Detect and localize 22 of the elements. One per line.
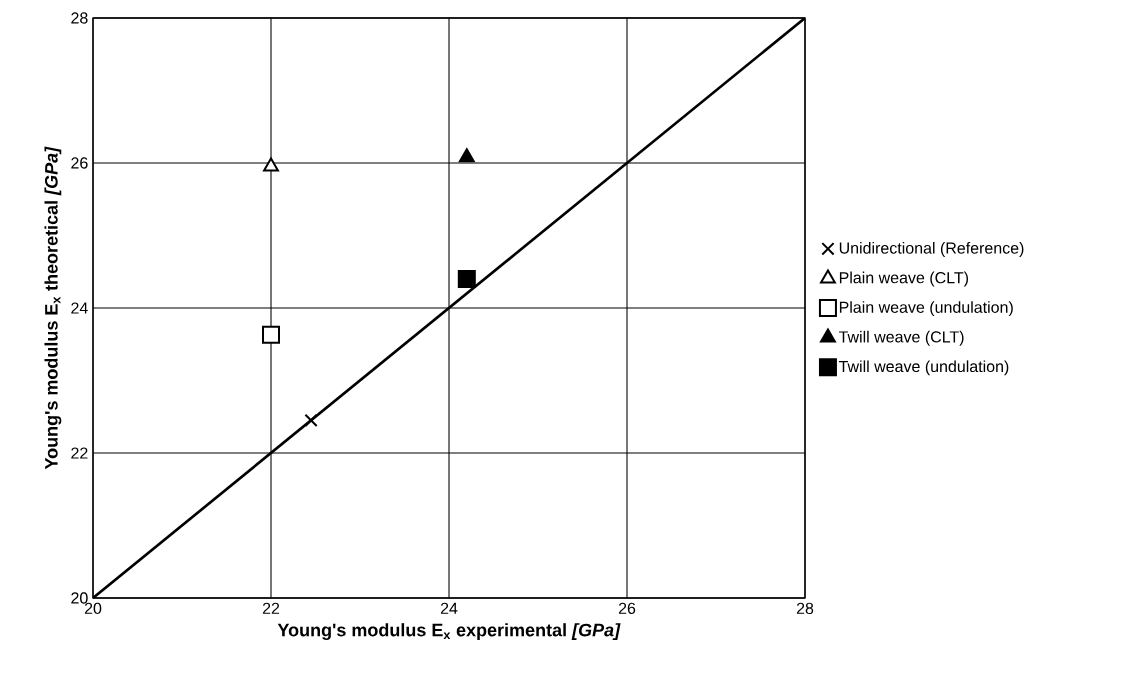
legend-label: Twill weave (CLT) [838, 330, 964, 346]
legend-label: Unidirectional (Reference) [839, 242, 1024, 257]
point [458, 148, 475, 163]
y-tick-label: 24 [71, 302, 88, 314]
point [263, 157, 279, 172]
x-tick-label: 22 [262, 602, 280, 614]
y-tick-label: 20 [71, 592, 88, 604]
x-tick-label: 26 [618, 602, 636, 615]
x-tick-label: 24 [440, 602, 458, 614]
y-tick-label: 28 [71, 12, 88, 24]
legend-label: Twill weave (undulation) [838, 360, 1009, 376]
legend-label: Plain weave (undulation) [839, 301, 1013, 317]
x-axis-title: Young's modulus E$_{x}$ experimental [GPa] [277, 623, 621, 641]
y-tick-label: 22 [71, 447, 88, 459]
y-axis-title: Young's modulus E$_{x}$ theoretical [GPa] [44, 146, 62, 470]
x-tick-label: 20 [84, 602, 102, 615]
y-tick-label: 26 [71, 157, 88, 169]
point [304, 413, 318, 428]
x-tick-label: 28 [796, 602, 814, 615]
point [457, 269, 476, 288]
point [262, 325, 281, 344]
legend-label: Plain weave (CLT) [839, 271, 969, 287]
